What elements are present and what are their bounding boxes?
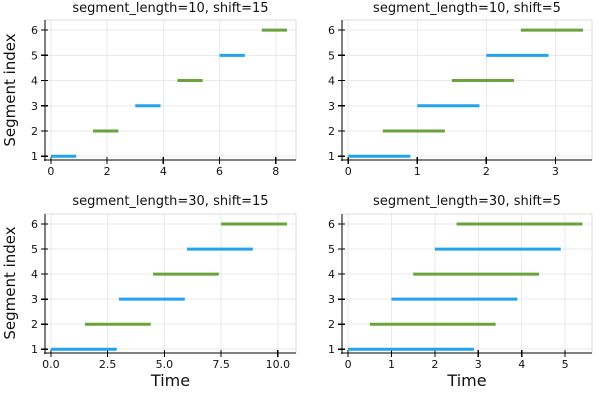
x-tick-label: 1 xyxy=(414,165,421,178)
y-tick-label: 2 xyxy=(31,125,38,138)
x-tick-label: 2 xyxy=(483,165,490,178)
y-tick-label: 5 xyxy=(31,49,38,62)
x-tick-label: 5.0 xyxy=(156,358,174,371)
y-tick-label: 3 xyxy=(31,100,38,113)
x-tick-label: 2.5 xyxy=(99,358,117,371)
x-tick-label: 8 xyxy=(272,165,279,178)
y-tick-label: 4 xyxy=(328,268,335,281)
subplot-title-bottom-right: segment_length=30, shift=5 xyxy=(373,194,561,209)
y-tick-label: 1 xyxy=(328,343,335,356)
y-tick-label: 2 xyxy=(328,125,335,138)
x-tick-label: 5 xyxy=(562,358,569,371)
y-tick-label: 1 xyxy=(31,343,38,356)
x-tick-label: 0 xyxy=(345,358,352,371)
y-tick-label: 3 xyxy=(31,293,38,306)
x-tick-label: 10.0 xyxy=(266,358,291,371)
x-axis-label-bottom-right: Time xyxy=(447,371,487,390)
y-tick-label: 2 xyxy=(31,318,38,331)
y-tick-label: 2 xyxy=(328,318,335,331)
y-tick-label: 3 xyxy=(328,100,335,113)
subplot-title-top-left: segment_length=10, shift=15 xyxy=(72,1,269,16)
y-tick-label: 1 xyxy=(31,150,38,163)
y-tick-label: 6 xyxy=(31,218,38,231)
x-tick-label: 0 xyxy=(47,165,54,178)
y-tick-label: 4 xyxy=(31,75,38,88)
subplot-title-bottom-left: segment_length=30, shift=15 xyxy=(72,194,269,209)
x-tick-label: 3 xyxy=(475,358,482,371)
x-tick-label: 3 xyxy=(552,165,559,178)
y-tick-label: 5 xyxy=(31,243,38,256)
x-tick-label: 0.0 xyxy=(42,358,60,371)
y-tick-label: 3 xyxy=(328,293,335,306)
y-tick-label: 5 xyxy=(328,243,335,256)
x-axis-label-bottom-left: Time xyxy=(150,371,191,390)
subplot-title-top-right: segment_length=10, shift=5 xyxy=(373,1,561,16)
x-tick-label: 1 xyxy=(388,358,395,371)
x-tick-label: 7.5 xyxy=(212,358,230,371)
y-axis-label-top-left: Segment index xyxy=(1,33,19,147)
y-tick-label: 5 xyxy=(328,49,335,62)
x-tick-label: 2 xyxy=(431,358,438,371)
y-tick-label: 6 xyxy=(328,218,335,231)
y-tick-label: 1 xyxy=(328,150,335,163)
y-axis-label-bottom-left: Segment index xyxy=(1,226,19,340)
x-tick-label: 2 xyxy=(104,165,111,178)
y-tick-label: 6 xyxy=(328,24,335,37)
y-tick-label: 4 xyxy=(328,75,335,88)
x-tick-label: 6 xyxy=(216,165,223,178)
x-tick-label: 4 xyxy=(160,165,167,178)
x-tick-label: 4 xyxy=(518,358,525,371)
y-tick-label: 4 xyxy=(31,268,38,281)
y-tick-label: 6 xyxy=(31,24,38,37)
x-tick-label: 0 xyxy=(345,165,352,178)
